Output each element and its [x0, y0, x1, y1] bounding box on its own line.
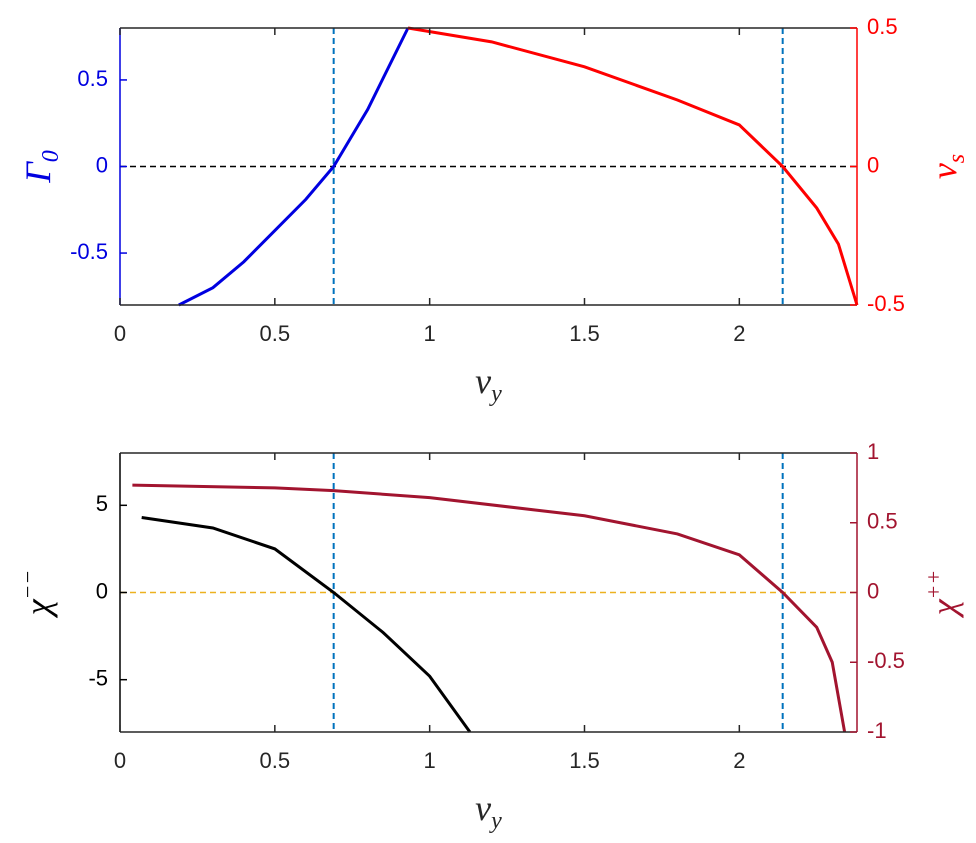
x-tick-label: 1.5 [569, 321, 600, 346]
y2-tick-label: 0.5 [867, 509, 898, 534]
y2-tick-label: 1 [867, 439, 879, 464]
label-base: Γ [18, 161, 58, 184]
axis-label: vy [475, 361, 502, 406]
label-base: χ [924, 598, 964, 618]
x-tick-label: 1 [424, 321, 436, 346]
x-tick-label: 2 [733, 321, 745, 346]
axis-label: vs [924, 154, 969, 179]
data-line [178, 27, 410, 307]
axis-label: χ++ [921, 570, 964, 619]
y2-tick-label: 0 [867, 152, 879, 177]
x-tick-label: 2 [733, 748, 745, 773]
x-tick-label: 0.5 [260, 748, 291, 773]
y2-tick-label: 0 [867, 578, 879, 603]
label-sub: y [489, 381, 502, 407]
axis-label: Γ0 [18, 150, 63, 183]
x-tick-label: 1 [424, 748, 436, 773]
y2-tick-label: -0.5 [867, 648, 905, 673]
y-tick-label: 0 [96, 578, 108, 603]
label-sub: s [944, 154, 970, 163]
label-sup: ++ [921, 570, 946, 600]
y-tick-label: -0.5 [70, 239, 108, 264]
y-tick-label: 0.5 [77, 66, 108, 91]
axis-label: χ−− [15, 570, 58, 619]
label-sub: y [489, 808, 502, 834]
x-tick-label: 0 [114, 321, 126, 346]
x-tick-label: 1.5 [569, 748, 600, 773]
label-base: χ [18, 598, 58, 618]
y-tick-label: 0 [96, 152, 108, 177]
label-base: v [475, 361, 491, 401]
data-line [141, 516, 472, 733]
y2-tick-label: -1 [867, 718, 887, 743]
y-tick-label: -5 [88, 666, 108, 691]
data-line [132, 483, 847, 733]
axis-label: vy [475, 788, 502, 833]
x-tick-label: 0 [114, 748, 126, 773]
y2-tick-label: -0.5 [867, 291, 905, 316]
label-sub: 0 [38, 150, 64, 162]
data-line [407, 26, 859, 306]
label-sup: −− [15, 570, 40, 600]
label-base: v [475, 788, 491, 828]
label-base: v [924, 163, 964, 179]
y2-tick-label: 0.5 [867, 14, 898, 39]
x-tick-label: 0.5 [260, 321, 291, 346]
y-tick-label: 5 [96, 491, 108, 516]
